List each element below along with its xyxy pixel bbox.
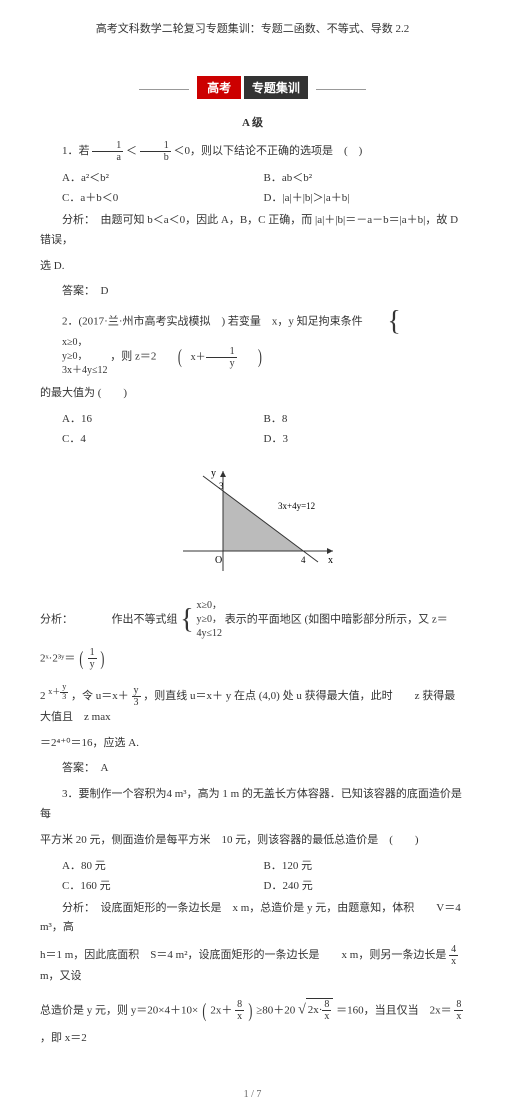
q2-tail: 的最大值为 ( )	[40, 384, 465, 404]
rparen-icon: )	[245, 339, 262, 375]
lparen-icon: (	[79, 641, 83, 677]
sqrt-icon: √	[298, 1002, 306, 1017]
brace-icon: {	[365, 308, 400, 336]
feasible-region-chart: x y O 3 4 3x+4y=12	[40, 461, 465, 584]
frac-1a: 1a	[92, 140, 123, 163]
q2-system: x≥0， y≥0， 3x＋4y≤12	[40, 336, 108, 378]
q3-opts-row1: A．80 元 B．120 元	[40, 857, 465, 873]
rparen-icon: )	[248, 993, 252, 1029]
y-label: y	[211, 468, 216, 479]
sol2-answer: 答案： A	[40, 759, 465, 779]
q2-opts-row2: C．4 D．3	[40, 430, 465, 446]
q1-opts-row1: A．a²＜b² B．ab＜b²	[40, 169, 465, 185]
frac-8x: 8x	[454, 999, 463, 1022]
chart-svg: x y O 3 4 3x+4y=12	[163, 461, 343, 581]
q1-stem: 1．若 1a ＜ 1b ＜0，则以下结论不正确的选项是 ( )	[40, 140, 465, 163]
q2-optA: A．16	[40, 410, 264, 426]
q3-optB: B．120 元	[264, 857, 466, 873]
frac-4x: 4x	[449, 944, 458, 967]
lparen-icon: (	[202, 993, 206, 1029]
q1-optC: C．a＋b＜0	[40, 189, 264, 205]
level-label: A 级	[40, 114, 465, 130]
q3-opts-row2: C．160 元 D．240 元	[40, 877, 465, 893]
q2-stem: 2．(2017·兰·州市高考实战模拟 ) 若变量 x，y 知足拘束条件 { x≥…	[40, 308, 465, 378]
q3-stem2: 平方米 20 元，侧面造价是每平方米 10 元，则该容器的最低总造价是 ( )	[40, 831, 465, 851]
q1-answer: 答案： D	[40, 282, 465, 302]
q1-pre: 1．若	[62, 145, 90, 157]
lparen-icon: (	[165, 339, 182, 375]
x-arrow-icon	[327, 548, 333, 554]
brace-icon: {	[180, 606, 193, 634]
q1-analysis: 分析： 由题可知 b＜a＜0，因此 A，B，C 正确，而 |a|＋|b|＝－a－…	[40, 211, 465, 251]
q3-stem1: 3．要制作一个容积为4 m³，高为 1 m 的无盖长方体容器．已知该容器的底面造…	[40, 785, 465, 825]
rparen-icon: )	[101, 641, 105, 677]
q2-optB: B．8	[264, 410, 466, 426]
banner: 高考 专题集训	[40, 76, 465, 99]
q1-optB: B．ab＜b²	[264, 169, 466, 185]
page-footer: 1 / 7	[40, 1089, 465, 1100]
y-arrow-icon	[220, 471, 226, 477]
banner-deco-right	[316, 89, 366, 90]
sol2-line3: ＝2⁴⁺⁰＝16，应选 A.	[40, 734, 465, 754]
q1-analysis2: 选 D.	[40, 257, 465, 277]
q2-optC: C．4	[40, 430, 264, 446]
banner-left: 高考	[197, 76, 241, 99]
q3-analysis2: h＝1 m，因此底面积 S＝4 m²，设底面矩形的一条边长是 x m，则另一条边…	[40, 944, 465, 987]
q1-opts-row2: C．a＋b＜0 D．|a|＋|b|＞|a＋b|	[40, 189, 465, 205]
banner-right: 专题集训	[244, 76, 308, 99]
q2-opts-row1: A．16 B．8	[40, 410, 465, 426]
q3-optA: A．80 元	[40, 857, 264, 873]
q1-optD: D．|a|＋|b|＞|a＋b|	[264, 189, 466, 205]
y-tick-3: 3	[219, 481, 224, 491]
q2-optD: D．3	[264, 430, 466, 446]
sol2-line1: 分析： 作出不等式组 { x≥0， y≥0， 4y≤12 表示的平面地区 (如图…	[40, 599, 465, 677]
q3-analysis1: 分析： 设底面矩形的一条边长是 x m，总造价是 y 元，由题意知，体积 V＝4…	[40, 899, 465, 939]
q3-optD: D．240 元	[264, 877, 466, 893]
q3-analysis3: 总造价是 y 元，则 y＝20×4＋10× ( 2x＋ 8x ) ≥80＋20 …	[40, 993, 465, 1049]
x-tick-4: 4	[301, 555, 306, 565]
banner-deco-left	[139, 89, 189, 90]
sol2-line2: 2 x＋y3 ，令 u＝x＋ y3 ，则直线 u＝x＋ y 在点 (4,0) 处…	[40, 683, 465, 728]
origin-label: O	[215, 555, 222, 566]
page-title: 高考文科数学二轮复习专题集训：专题二函数、不等式、导数 2.2	[40, 20, 465, 36]
x-label: x	[328, 555, 333, 566]
q1-optA: A．a²＜b²	[40, 169, 264, 185]
frac-1b: 1b	[140, 140, 171, 163]
q3-optC: C．160 元	[40, 877, 264, 893]
line-label: 3x+4y=12	[278, 501, 315, 511]
sol2-system: x≥0， y≥0， 4y≤12	[196, 599, 222, 641]
